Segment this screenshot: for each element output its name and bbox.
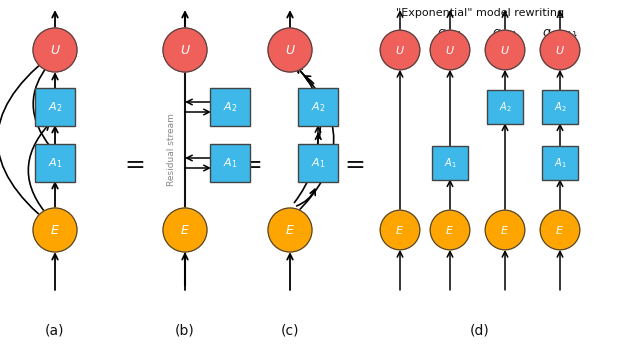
Text: $E$: $E$ <box>180 223 190 237</box>
Text: $A_1$: $A_1$ <box>311 156 325 170</box>
Text: $E$: $E$ <box>285 223 295 237</box>
Text: $E$: $E$ <box>50 223 60 237</box>
Text: (c): (c) <box>281 323 300 337</box>
Circle shape <box>163 28 207 72</box>
Text: "Exponential" model rewriting: "Exponential" model rewriting <box>396 8 564 18</box>
Text: $A_2$: $A_2$ <box>554 100 566 114</box>
Text: $A_1$: $A_1$ <box>444 156 456 170</box>
FancyBboxPatch shape <box>542 146 578 180</box>
FancyBboxPatch shape <box>35 144 75 182</box>
Text: $A_2$: $A_2$ <box>48 100 62 114</box>
Circle shape <box>540 30 580 70</box>
Text: $U$: $U$ <box>180 43 191 57</box>
Text: $q_{\{2\}}$: $q_{\{2\}}$ <box>492 28 518 43</box>
Text: =: = <box>241 153 262 177</box>
Circle shape <box>380 30 420 70</box>
Text: $E$: $E$ <box>556 224 564 236</box>
FancyBboxPatch shape <box>210 144 250 182</box>
FancyBboxPatch shape <box>432 146 468 180</box>
Text: $U$: $U$ <box>285 43 296 57</box>
Text: $U$: $U$ <box>395 44 405 56</box>
Text: $E$: $E$ <box>445 224 454 236</box>
Text: $q_\varnothing$: $q_\varnothing$ <box>392 28 408 42</box>
Text: (b): (b) <box>175 323 195 337</box>
FancyBboxPatch shape <box>298 88 338 126</box>
Text: $A_1$: $A_1$ <box>554 156 566 170</box>
Text: $A_1$: $A_1$ <box>223 156 237 170</box>
Text: (a): (a) <box>45 323 65 337</box>
Text: $A_1$: $A_1$ <box>48 156 62 170</box>
Text: $A_2$: $A_2$ <box>499 100 511 114</box>
Text: $E$: $E$ <box>396 224 404 236</box>
Circle shape <box>485 210 525 250</box>
FancyBboxPatch shape <box>298 144 338 182</box>
Circle shape <box>430 210 470 250</box>
Text: =: = <box>344 153 365 177</box>
Circle shape <box>268 28 312 72</box>
Circle shape <box>268 208 312 252</box>
FancyBboxPatch shape <box>210 88 250 126</box>
FancyBboxPatch shape <box>487 90 523 124</box>
Text: Residual stream: Residual stream <box>166 113 175 186</box>
FancyBboxPatch shape <box>35 88 75 126</box>
Text: $A_2$: $A_2$ <box>223 100 237 114</box>
Text: (d): (d) <box>470 323 490 337</box>
Circle shape <box>33 28 77 72</box>
Text: $U$: $U$ <box>445 44 455 56</box>
Text: $E$: $E$ <box>500 224 509 236</box>
Text: $U$: $U$ <box>49 43 60 57</box>
Text: $U$: $U$ <box>500 44 510 56</box>
Text: $q_{\{1\}}$: $q_{\{1\}}$ <box>437 28 463 43</box>
Circle shape <box>430 30 470 70</box>
Circle shape <box>485 30 525 70</box>
Text: $A_2$: $A_2$ <box>311 100 325 114</box>
Circle shape <box>540 210 580 250</box>
Circle shape <box>380 210 420 250</box>
Text: $q_{\{1,2\}}$: $q_{\{1,2\}}$ <box>542 28 578 43</box>
Text: $U$: $U$ <box>555 44 565 56</box>
Circle shape <box>163 208 207 252</box>
Text: =: = <box>125 153 145 177</box>
FancyBboxPatch shape <box>542 90 578 124</box>
Circle shape <box>33 208 77 252</box>
